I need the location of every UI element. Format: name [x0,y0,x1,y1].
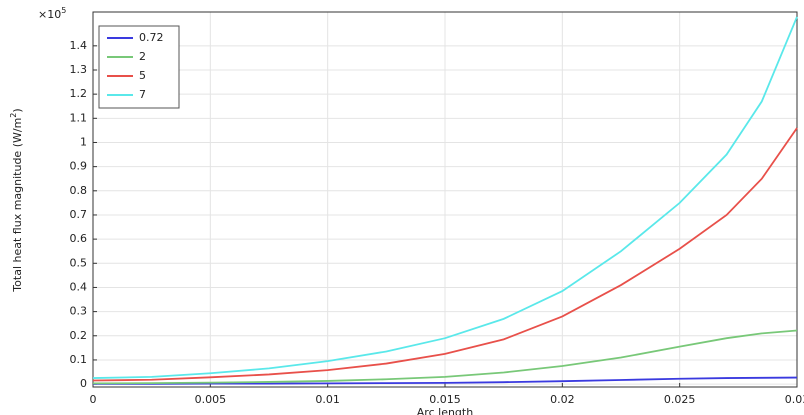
y-label-sup: 2 [9,113,18,118]
legend-label: 5 [139,69,146,82]
y-tick-label: 1.4 [70,39,88,52]
plot-frame [92,11,798,388]
y-tick-label: 1.2 [70,87,88,100]
axis-multiplier: ×105 [38,6,66,22]
legend-label: 2 [139,50,146,63]
legend-label: 7 [139,88,146,101]
y-tick-label: 1 [80,135,87,148]
y-tick-label: 0.7 [70,208,88,221]
x-tick-label: 0.015 [429,393,461,406]
y-tick-label: 1.1 [70,111,88,124]
y-tick-label: 1.3 [70,63,88,76]
multiplier-exponent: 5 [61,6,66,15]
x-tick-label: 0.03 [785,393,804,406]
y-tick-label: 0.8 [70,184,88,197]
legend-label: 0.72 [139,31,164,44]
x-tick-label: 0.005 [195,393,227,406]
data-line [93,376,798,385]
y-tick-label: 0.3 [70,305,88,318]
x-tick-label: 0.02 [550,393,575,406]
y-label-end: ) [11,108,24,112]
y-tick-label: 0.2 [70,329,88,342]
y-tick-label: 0 [80,377,87,390]
y-tick-label: 0.1 [70,353,88,366]
y-tick-label: 0.4 [70,280,88,293]
data-line [92,127,798,382]
y-axis-label: Total heat flux magnitude (W/m2) [9,108,25,292]
y-label-text: Total heat flux magnitude (W/m [11,118,24,293]
x-tick-label: 0.025 [664,393,696,406]
data-line [92,16,798,379]
y-tick-label: 0.6 [70,232,88,245]
multiplier-base: ×10 [38,8,61,21]
x-axis-label: Arc length [417,406,473,415]
y-tick-label: 0.9 [70,160,88,173]
data-line [92,329,798,385]
x-tick-label: 0.01 [315,393,340,406]
x-tick-label: 0 [90,393,97,406]
y-tick-label: 0.5 [70,256,88,269]
